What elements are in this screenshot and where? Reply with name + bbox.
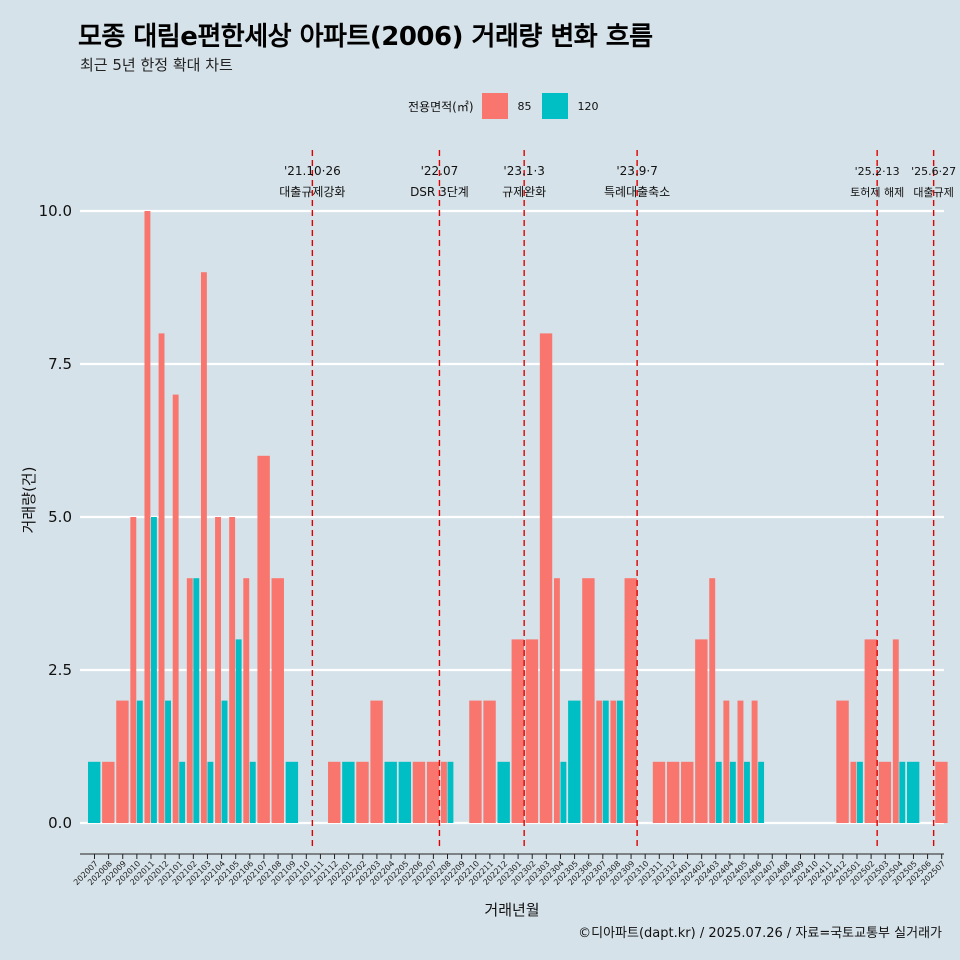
bar-120-202505 bbox=[906, 761, 920, 823]
bar-120-202208 bbox=[447, 761, 454, 823]
bar-120-202201 bbox=[342, 761, 355, 823]
legend-label-120: 120 bbox=[577, 99, 599, 113]
chart-title: 모종 대림e편한세상 아파트(2006) 거래량 변화 흐름 bbox=[78, 22, 653, 52]
bar-85-202302 bbox=[525, 639, 539, 823]
policy-event-label: 규제완화 bbox=[502, 185, 546, 199]
legend-title: 전용면적(㎡) bbox=[408, 99, 474, 114]
bar-120-202404 bbox=[729, 761, 736, 823]
bar-85-202502 bbox=[864, 639, 877, 823]
bar-120-202501 bbox=[856, 761, 863, 823]
bar-120-202403 bbox=[715, 761, 722, 823]
bar-85-202401 bbox=[681, 761, 694, 823]
bar-85-202102 bbox=[186, 578, 193, 823]
bar-85-202011 bbox=[144, 211, 151, 823]
bar-85-202206 bbox=[412, 761, 426, 823]
bar-85-202311 bbox=[652, 761, 666, 823]
bar-120-202307 bbox=[602, 700, 609, 823]
bar-85-202507 bbox=[935, 761, 948, 823]
bar-85-202203 bbox=[370, 700, 383, 823]
policy-date-label: '25.2·13 bbox=[855, 165, 900, 178]
legend-key-85 bbox=[481, 93, 508, 119]
bar-85-202501 bbox=[850, 761, 857, 823]
bar-120-202308 bbox=[616, 700, 623, 823]
bar-85-202308 bbox=[610, 700, 617, 823]
policy-event-label: 토허제 해제 bbox=[850, 185, 904, 199]
bar-85-202108 bbox=[271, 578, 284, 823]
policy-date-label: '21.10·26 bbox=[284, 164, 341, 178]
bar-120-202101 bbox=[179, 761, 186, 823]
bar-85-202009 bbox=[116, 700, 129, 823]
bar-120-202007 bbox=[88, 761, 101, 823]
bar-85-202012 bbox=[158, 333, 165, 823]
bar-85-202301 bbox=[511, 639, 524, 823]
bar-85-202112 bbox=[328, 761, 341, 823]
y-tick-label: 0.0 bbox=[48, 814, 72, 832]
bar-85-202101 bbox=[172, 394, 179, 823]
bar-85-202207 bbox=[426, 761, 440, 823]
y-tick-label: 7.5 bbox=[48, 355, 72, 373]
bar-85-202402 bbox=[695, 639, 708, 823]
bar-85-202403 bbox=[709, 578, 716, 823]
bar-85-202202 bbox=[356, 761, 369, 823]
policy-event-label: DSR 3단계 bbox=[410, 185, 469, 199]
bar-85-202105 bbox=[229, 517, 236, 823]
bar-120-202105 bbox=[235, 639, 242, 823]
bar-85-202406 bbox=[751, 700, 758, 823]
policy-date-label: '23.9·7 bbox=[616, 164, 657, 178]
bar-120-202011 bbox=[150, 517, 157, 823]
bar-85-202404 bbox=[723, 700, 730, 823]
bar-85-202211 bbox=[483, 700, 496, 823]
bar-85-202412 bbox=[836, 700, 849, 823]
bar-85-202107 bbox=[257, 455, 270, 823]
policy-event-label: 대출규제 bbox=[913, 186, 953, 199]
policy-event-label: 대출규제강화 bbox=[279, 185, 345, 199]
bar-85-202312 bbox=[666, 761, 680, 823]
bar-120-202109 bbox=[285, 761, 299, 823]
bar-85-202504 bbox=[892, 639, 899, 823]
bar-120-202102 bbox=[193, 578, 200, 823]
bar-85-202010 bbox=[130, 517, 137, 823]
bar-120-202305 bbox=[568, 700, 581, 823]
bar-120-202012 bbox=[165, 700, 171, 823]
bar-85-202309 bbox=[624, 578, 637, 823]
bar-120-202212 bbox=[497, 761, 510, 823]
y-tick-label: 10.0 bbox=[39, 202, 72, 220]
legend: 전용면적(㎡) 85 120 bbox=[408, 93, 609, 119]
y-axis-title: 거래량(건) bbox=[20, 467, 38, 534]
bar-85-202307 bbox=[596, 700, 603, 823]
bar-120-202304 bbox=[560, 761, 567, 823]
bar-120-202103 bbox=[207, 761, 214, 823]
bar-85-202303 bbox=[539, 333, 553, 823]
bar-85-202106 bbox=[243, 578, 250, 823]
x-axis-title: 거래년월 bbox=[484, 901, 539, 919]
policy-event-label: 특례대출축소 bbox=[604, 185, 670, 199]
policy-date-label: '23.1·3 bbox=[503, 164, 544, 178]
bar-85-202304 bbox=[553, 578, 560, 823]
bar-85-202103 bbox=[200, 272, 207, 823]
policy-date-label: '25.6·27 bbox=[911, 165, 956, 178]
bar-120-202405 bbox=[744, 761, 750, 823]
bar-85-202008 bbox=[102, 761, 115, 823]
bar-85-202306 bbox=[582, 578, 595, 823]
bar-120-202104 bbox=[221, 700, 228, 823]
bar-120-202204 bbox=[384, 761, 397, 823]
bar-85-202503 bbox=[878, 761, 892, 823]
bar-120-202406 bbox=[758, 761, 765, 823]
bar-120-202205 bbox=[398, 761, 412, 823]
bar-120-202010 bbox=[136, 700, 143, 823]
bar-120-202106 bbox=[249, 761, 256, 823]
bar-85-202208 bbox=[441, 761, 447, 823]
bar-120-202504 bbox=[899, 761, 906, 823]
legend-key-120 bbox=[541, 93, 568, 119]
legend-label-85: 85 bbox=[517, 99, 532, 113]
source-caption: ©디아파트(dapt.kr) / 2025.07.26 / 자료=국토교통부 실… bbox=[578, 926, 942, 941]
chart-subtitle: 최근 5년 한정 확대 차트 bbox=[80, 56, 233, 74]
bar-85-202405 bbox=[737, 700, 744, 823]
bar-85-202210 bbox=[469, 700, 482, 823]
bar-85-202104 bbox=[215, 517, 221, 823]
y-tick-label: 5.0 bbox=[48, 508, 72, 526]
y-tick-label: 2.5 bbox=[48, 661, 72, 679]
policy-date-label: '22.07 bbox=[421, 164, 459, 178]
